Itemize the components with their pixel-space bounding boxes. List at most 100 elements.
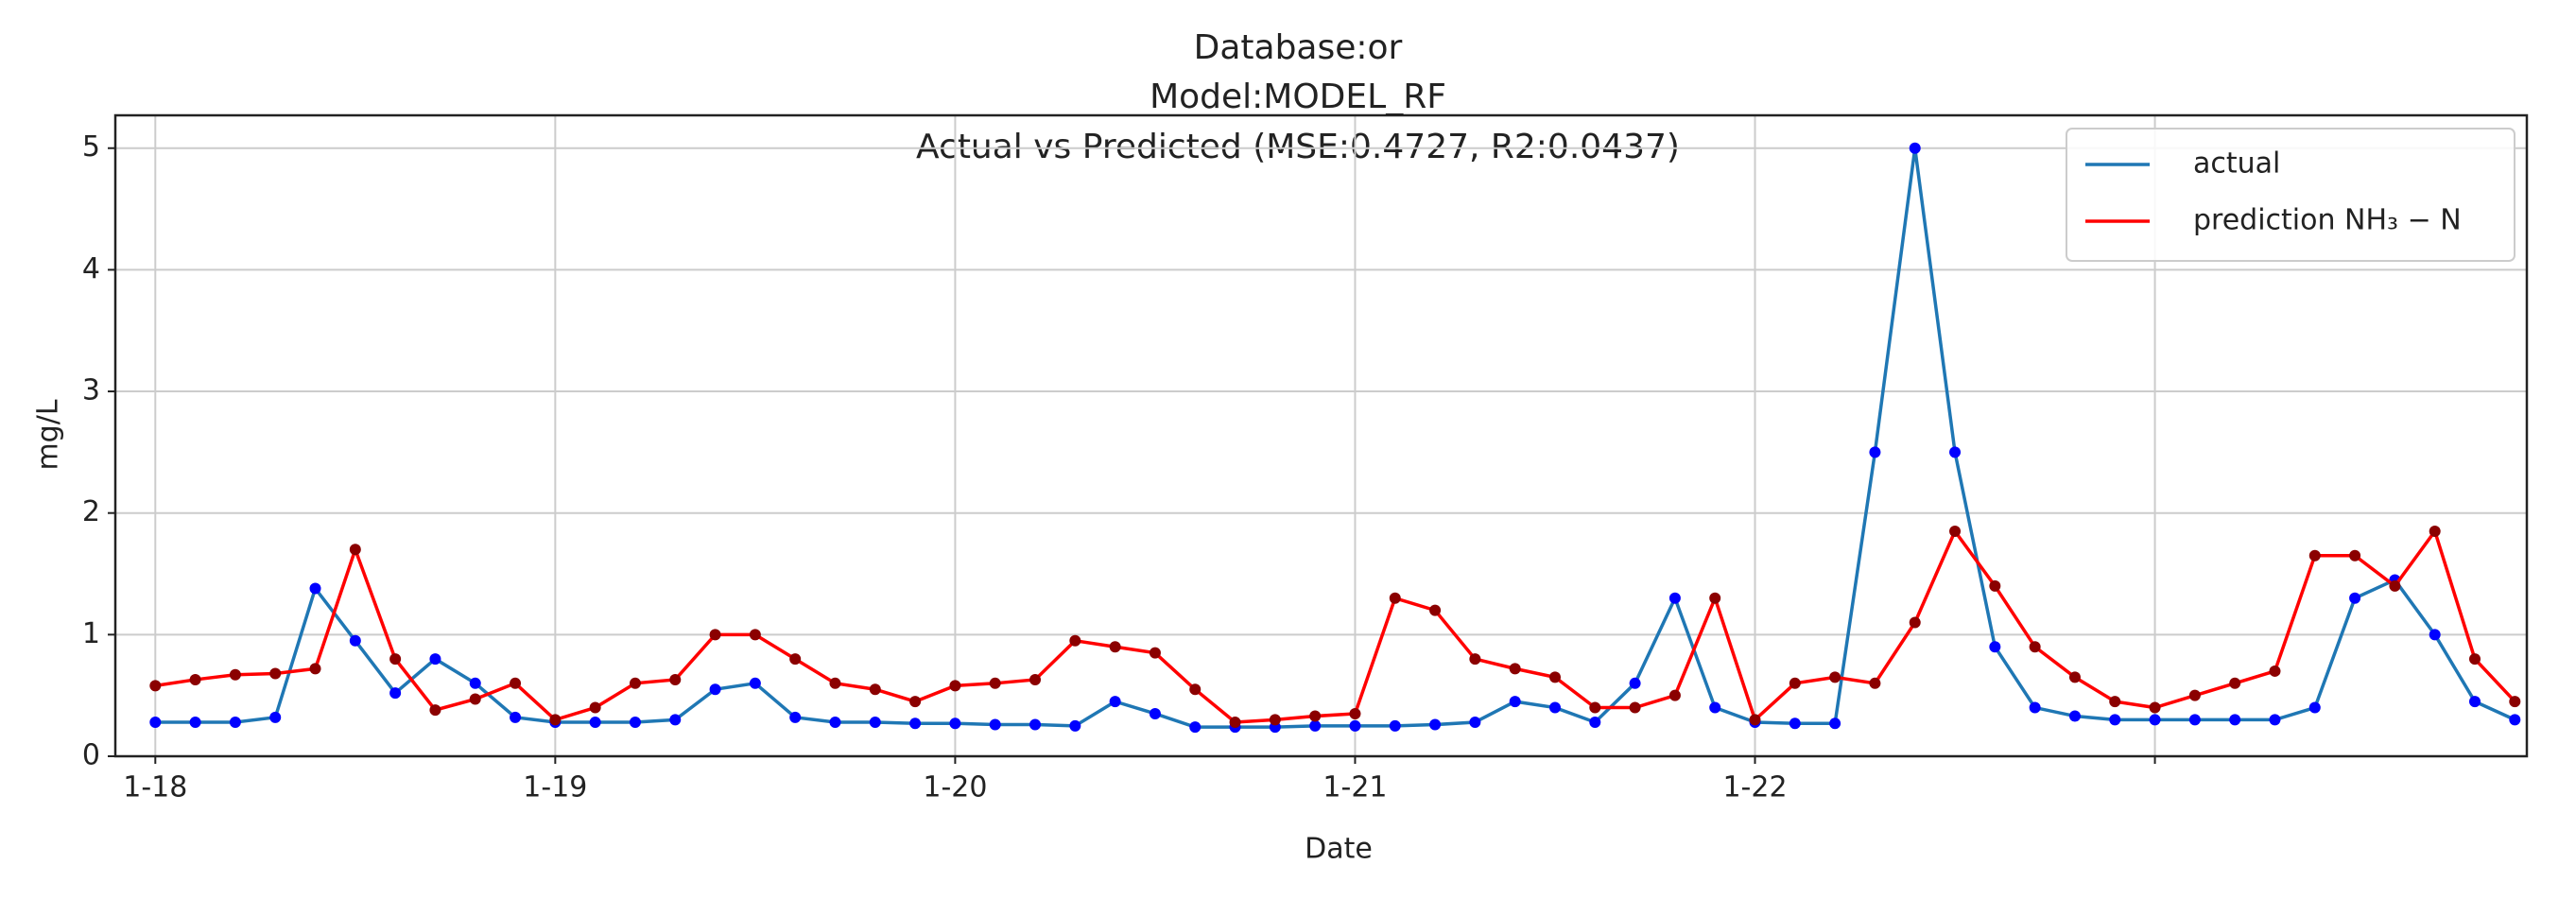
data-point [1548,671,1561,683]
data-point [1589,716,1601,728]
data-point [2429,629,2441,641]
data-point [949,680,961,692]
data-point [1069,719,1081,732]
data-point [2229,714,2241,726]
data-point [1349,707,1361,719]
chart-title: Database:or [1194,28,1403,67]
data-point [1909,142,1921,154]
data-point [1029,718,1042,731]
data-point [309,663,321,675]
y-tick-label: 1 [82,617,100,650]
data-point [1668,592,1681,604]
data-point [1548,701,1561,714]
data-point [2469,653,2481,666]
data-point [1309,710,1322,722]
data-point [469,677,481,689]
data-point [829,716,841,728]
data-point [1989,641,2001,653]
data-point [869,683,881,696]
data-point [629,677,641,689]
data-point [1789,677,1801,689]
data-point [349,634,361,647]
data-point [2269,714,2281,726]
data-point [429,653,441,666]
data-point [789,653,802,666]
data-point [749,677,761,689]
data-point [2149,701,2161,714]
chart-title: Actual vs Predicted (MSE:0.4727, R2:0.04… [916,128,1680,166]
data-point [1109,641,1121,653]
data-point [1709,592,1721,604]
data-point [909,696,922,708]
data-point [2029,641,2041,653]
data-point [2389,579,2401,592]
data-point [1349,719,1361,732]
x-axis-label: Date [1305,833,1373,866]
data-point [1429,604,1442,616]
data-point [1509,663,1521,675]
data-point [1829,671,1841,683]
y-tick-label: 4 [82,252,100,285]
data-point [349,544,361,556]
data-point [2188,689,2201,701]
data-point [1829,717,1841,730]
y-tick-label: 3 [82,374,100,407]
data-point [189,716,201,728]
legend-label: actual [2193,147,2280,181]
data-point [2229,677,2241,689]
data-point [189,673,201,685]
x-tick-label: 1-19 [523,771,587,804]
legend-label: prediction NH₃ − N [2193,204,2462,237]
data-point [749,629,761,641]
data-point [1869,677,1881,689]
data-point [429,704,441,717]
data-point [1949,446,1962,458]
data-point [2109,696,2121,708]
data-point [589,716,601,728]
data-point [1629,701,1641,714]
data-point [1029,673,1042,685]
data-point [1269,714,1281,726]
data-point [669,714,682,726]
data-point [2068,671,2081,683]
data-point [1629,677,1641,689]
x-tick-label: 1-21 [1323,771,1387,804]
data-point [269,711,282,723]
data-point [2269,665,2281,677]
x-tick-label: 1-20 [923,771,987,804]
data-point [1429,718,1442,731]
data-point [2509,696,2521,708]
data-point [2188,714,2201,726]
data-point [589,701,601,714]
data-point [2429,525,2441,537]
data-point [1709,701,1721,714]
data-point [1749,714,1761,726]
data-point [1309,719,1322,732]
data-point [389,687,402,700]
data-point [1389,592,1401,604]
data-point [1149,707,1161,719]
data-point [149,716,162,728]
data-point [2149,714,2161,726]
y-axis-label: mg/L [32,399,65,470]
data-point [510,677,522,689]
series-line [155,527,2516,724]
y-tick-label: 0 [82,739,100,772]
y-tick-label: 5 [82,130,100,164]
data-point [1469,653,1481,666]
data-point [869,716,881,728]
data-point [1509,696,1521,708]
data-point [1668,689,1681,701]
data-point [2509,714,2521,726]
data-point [989,718,1001,731]
data-point [1229,716,1241,728]
series-line [155,147,2516,729]
data-point [309,582,321,595]
y-tick-label: 2 [82,495,100,528]
data-point [269,667,282,680]
data-point [389,653,402,666]
data-point [1109,696,1121,708]
data-point [1069,634,1081,647]
data-point [1189,683,1202,696]
